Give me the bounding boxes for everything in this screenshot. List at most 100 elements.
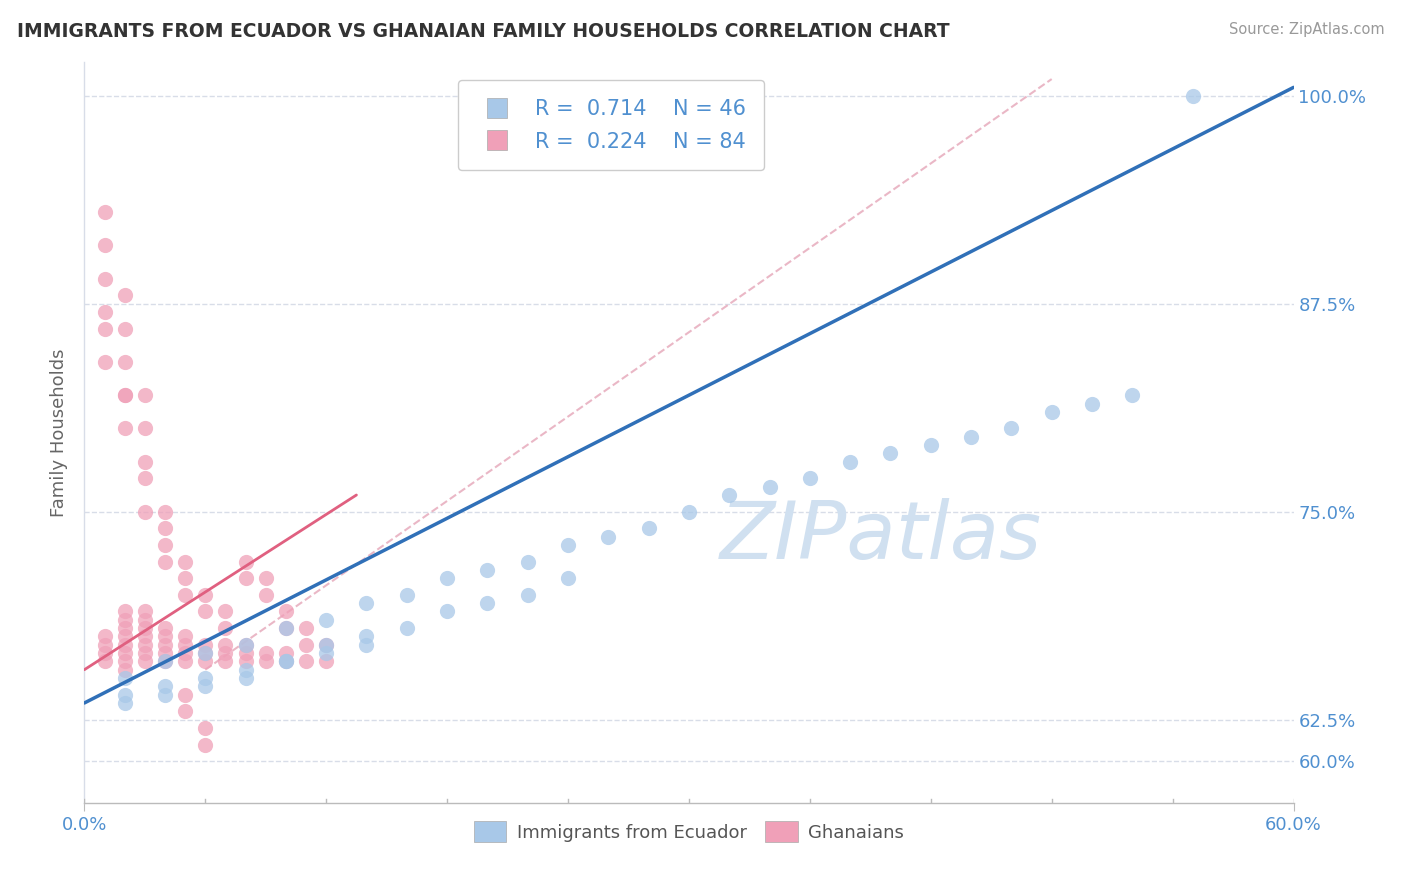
Legend: Immigrants from Ecuador, Ghanaians: Immigrants from Ecuador, Ghanaians — [467, 814, 911, 849]
Point — [174, 588, 197, 602]
Point — [274, 654, 297, 668]
Point — [134, 388, 156, 402]
Point — [134, 638, 156, 652]
Y-axis label: Family Households: Family Households — [49, 349, 67, 516]
Point — [274, 654, 297, 668]
Point — [274, 654, 297, 668]
Point — [960, 430, 983, 444]
Point — [93, 271, 115, 285]
Point — [93, 238, 115, 252]
Point — [93, 654, 115, 668]
Point — [1081, 396, 1104, 410]
Point — [315, 654, 337, 668]
Point — [214, 621, 236, 635]
Point — [194, 605, 217, 619]
Point — [174, 654, 197, 668]
Point — [174, 646, 197, 660]
Point — [134, 605, 156, 619]
Point — [214, 646, 236, 660]
Point — [114, 654, 136, 668]
Point — [235, 555, 257, 569]
Point — [93, 205, 115, 219]
Point — [194, 646, 217, 660]
Point — [879, 446, 901, 460]
Point — [718, 488, 741, 502]
Point — [1121, 388, 1143, 402]
Point — [93, 638, 115, 652]
Point — [93, 646, 115, 660]
Point — [153, 638, 176, 652]
Point — [1181, 88, 1204, 103]
Point — [214, 605, 236, 619]
Point — [114, 663, 136, 677]
Point — [153, 629, 176, 643]
Point — [134, 421, 156, 435]
Point — [598, 530, 620, 544]
Point — [315, 638, 337, 652]
Point — [194, 646, 217, 660]
Point — [114, 696, 136, 710]
Point — [153, 538, 176, 552]
Point — [114, 288, 136, 302]
Point — [214, 638, 236, 652]
Point — [134, 646, 156, 660]
Point — [114, 646, 136, 660]
Point — [235, 638, 257, 652]
Point — [114, 321, 136, 335]
Point — [114, 688, 136, 702]
Point — [254, 654, 277, 668]
Point — [194, 679, 217, 693]
Point — [114, 621, 136, 635]
Point — [134, 621, 156, 635]
Point — [920, 438, 942, 452]
Point — [235, 646, 257, 660]
Point — [315, 646, 337, 660]
Point — [395, 621, 418, 635]
Point — [134, 505, 156, 519]
Point — [356, 596, 378, 610]
Point — [194, 738, 217, 752]
Point — [637, 521, 659, 535]
Point — [235, 663, 257, 677]
Point — [114, 629, 136, 643]
Point — [114, 638, 136, 652]
Point — [114, 613, 136, 627]
Point — [477, 563, 499, 577]
Point — [174, 638, 197, 652]
Point — [557, 571, 579, 585]
Point — [194, 671, 217, 685]
Point — [93, 305, 115, 319]
Point — [114, 355, 136, 369]
Point — [194, 721, 217, 735]
Point — [114, 605, 136, 619]
Point — [153, 555, 176, 569]
Point — [153, 505, 176, 519]
Point — [1040, 405, 1063, 419]
Point — [153, 654, 176, 668]
Point — [194, 588, 217, 602]
Point — [114, 671, 136, 685]
Point — [235, 638, 257, 652]
Point — [134, 471, 156, 485]
Point — [799, 471, 821, 485]
Point — [235, 671, 257, 685]
Point — [274, 621, 297, 635]
Point — [274, 605, 297, 619]
Point — [356, 638, 378, 652]
Point — [114, 388, 136, 402]
Point — [295, 654, 318, 668]
Text: Source: ZipAtlas.com: Source: ZipAtlas.com — [1229, 22, 1385, 37]
Point — [174, 688, 197, 702]
Point — [153, 679, 176, 693]
Point — [114, 421, 136, 435]
Point — [436, 605, 458, 619]
Point — [153, 521, 176, 535]
Point — [274, 621, 297, 635]
Point — [356, 629, 378, 643]
Point — [315, 613, 337, 627]
Point — [477, 596, 499, 610]
Point — [839, 455, 862, 469]
Point — [134, 629, 156, 643]
Point — [254, 588, 277, 602]
Point — [274, 646, 297, 660]
